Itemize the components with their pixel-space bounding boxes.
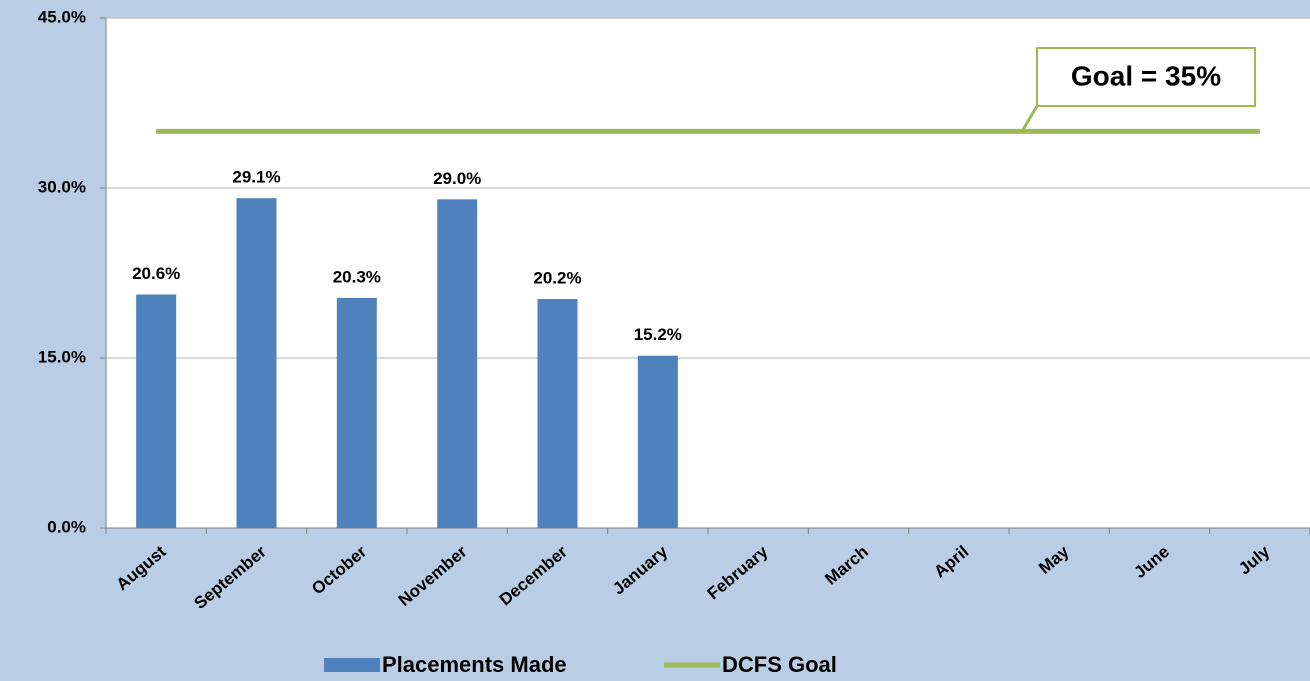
y-tick-label: 15.0%	[38, 347, 86, 366]
y-tick-label: 0.0%	[47, 517, 86, 536]
annotation-box	[1036, 47, 1256, 107]
legend-label: DCFS Goal	[722, 652, 837, 677]
data-label: 20.2%	[533, 269, 581, 288]
data-label: 20.6%	[132, 264, 180, 283]
data-label: 29.1%	[232, 168, 280, 187]
callout-line	[1020, 105, 1039, 133]
y-tick-label: 45.0%	[38, 7, 86, 26]
data-label: 15.2%	[634, 325, 682, 344]
annotation: Goal = 35%	[1071, 60, 1221, 91]
data-label: 20.3%	[333, 267, 381, 286]
legend-swatch	[324, 658, 380, 672]
bar	[336, 297, 377, 528]
data-label: 29.0%	[433, 169, 481, 188]
bar	[236, 198, 277, 528]
y-tick-label: 30.0%	[38, 177, 86, 196]
bar	[136, 294, 177, 528]
legend-label: Placements Made	[382, 652, 567, 677]
bar	[537, 299, 578, 528]
bar	[637, 355, 678, 528]
bar	[437, 199, 478, 529]
